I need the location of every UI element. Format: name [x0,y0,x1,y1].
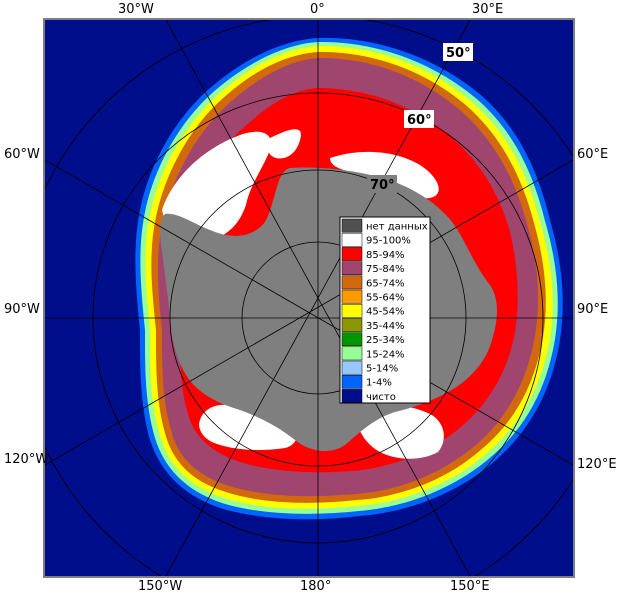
meridian-label-90e: 90°E [577,302,608,317]
legend-swatch [341,275,363,290]
legend-label: 45-54% [366,307,405,318]
legend-swatch [341,360,363,375]
meridian-label-180: 180° [300,579,331,594]
legend-label: 5-14% [366,364,398,375]
legend-label: 25-34% [366,335,405,346]
legend-label: 85-94% [366,250,405,261]
ice-95-100-north [267,129,301,159]
legend-swatch [341,232,363,247]
legend-label: нет данных [366,222,428,233]
meridian-label-30e: 30°E [472,2,503,17]
legend-swatch [341,303,363,318]
legend-label: 65-74% [366,278,405,289]
meridian-label-120w: 120°W [4,452,48,467]
legend-swatch [341,289,363,304]
legend-swatch [341,389,363,403]
meridian-label-30w: 30°W [118,2,154,17]
ice-95-100-west [162,131,271,241]
legend-label: 55-64% [366,293,405,304]
legend-label: 1-4% [366,378,392,389]
meridian-label-0: 0° [310,2,325,17]
legend-label: 15-24% [366,349,405,360]
meridian-label-150w: 150°W [138,579,182,594]
legend-swatch [341,318,363,332]
legend-label: 35-44% [366,321,405,332]
legend-swatch [341,247,363,261]
latitude-label-60-bg [404,110,434,128]
meridian-60e-120w [45,159,573,466]
latitude-label-60: 60° [407,113,432,128]
legend-swatch [341,332,363,347]
latitude-label-70-bg [367,175,397,193]
meridian-label-60w: 60°W [4,147,40,162]
legend-label: 95-100% [366,236,411,247]
meridian-label-120e: 120°E [577,457,617,472]
meridian-label-60e: 60°E [577,147,608,162]
latitude-label-50-bg [443,43,473,61]
ice-95-100-southwest [199,404,297,450]
legend-label: чисто [366,392,396,403]
legend-swatch [341,346,363,361]
legend-swatch [341,261,363,276]
latitude-label-70: 70° [370,178,395,193]
meridian-label-90w: 90°W [4,302,40,317]
graticule [45,20,573,576]
legend-swatch [341,374,363,389]
latitude-label-50: 50° [446,46,471,61]
legend-swatch [341,218,363,233]
meridian-label-150e: 150°E [450,579,490,594]
legend-label: 75-84% [366,264,405,275]
legend: нет данных 95-100% 85-94% 75-84% 65-74% 55-64… [339,216,431,404]
